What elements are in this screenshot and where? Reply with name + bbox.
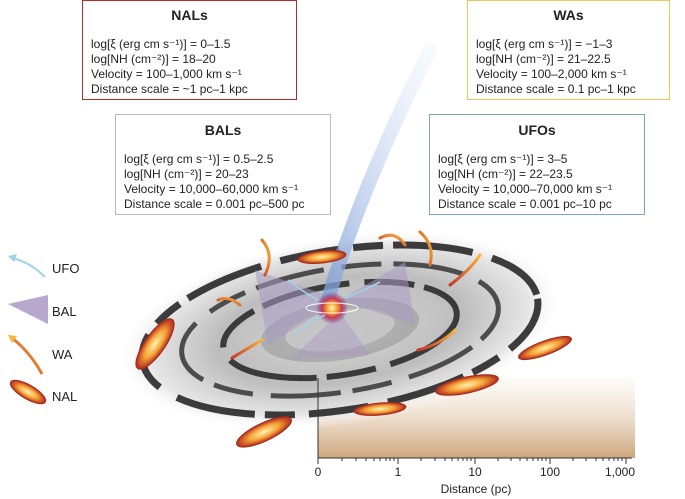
was-column-density: log[NH (cm⁻²)] = 21–22.5 <box>476 52 611 66</box>
axis-tick-label: 10 <box>468 465 482 479</box>
axis-title: Distance (pc) <box>440 482 512 496</box>
bals-distance-scale: Distance scale = 0.001 pc–500 pc <box>124 197 305 211</box>
was-ionization: log[ξ (erg cm s⁻¹)] = −1–3 <box>476 37 613 51</box>
ufos-distance-scale: Distance scale = 0.001 pc–10 pc <box>438 197 612 211</box>
wa-arrows <box>216 230 482 360</box>
bals-velocity: Velocity = 10,000–60,000 km s⁻¹ <box>124 182 299 196</box>
was-velocity: Velocity = 100–2,000 km s⁻¹ <box>476 67 627 81</box>
wa-arrow-icon <box>8 335 44 375</box>
nals-box: NALs log[ξ (erg cm s⁻¹)] = 0–1.5 log[NH … <box>82 0 297 100</box>
bals-ionization: log[ξ (erg cm s⁻¹)] = 0.5–2.5 <box>124 152 274 166</box>
nals-title: NALs <box>171 7 208 23</box>
ufos-velocity: Velocity = 10,000–70,000 km s⁻¹ <box>438 182 613 196</box>
bals-column-density: log[NH (cm⁻²)] = 20–23 <box>124 167 249 181</box>
bals-title: BALs <box>204 122 242 138</box>
bal-wedge-icon <box>8 295 48 324</box>
legend-label-ufo: UFO <box>52 261 80 276</box>
ufos-column-density: log[NH (cm⁻²)] = 22–23.5 <box>438 167 573 181</box>
nal-clouds <box>135 250 572 448</box>
was-box: WAs log[ξ (erg cm s⁻¹)] = −1–3 log[NH (c… <box>467 0 670 100</box>
was-distance-scale: Distance scale = 0.1 pc–1 kpc <box>476 82 636 96</box>
nals-velocity: Velocity = 100–1,000 km s⁻¹ <box>91 67 242 81</box>
bal-wedge-bottom <box>290 312 370 360</box>
jet <box>321 43 437 307</box>
nal-cloud-icon <box>9 379 47 405</box>
ufo-arrow-icon <box>8 254 46 278</box>
nals-column-density: log[NH (cm⁻²)] = 18–20 <box>91 52 216 66</box>
was-title: WAs <box>553 7 584 23</box>
axis-tick-label: 1 <box>394 465 402 479</box>
axis-tick-marks <box>317 458 627 464</box>
ufos-title: UFOs <box>518 122 556 138</box>
legend-label-nal: NAL <box>52 389 78 404</box>
bals-box: BALs log[ξ (erg cm s⁻¹)] = 0.5–2.5 log[N… <box>115 114 331 215</box>
ufo-arrows <box>287 279 381 336</box>
axis-tick-label: 1,000 <box>604 465 636 479</box>
ufos-ionization: log[ξ (erg cm s⁻¹)] = 3–5 <box>438 152 568 166</box>
axis-tick-label: 0 <box>314 465 322 479</box>
agn-core <box>316 292 348 324</box>
bal-wedge-left <box>255 270 340 345</box>
nals-ionization: log[ξ (erg cm s⁻¹)] = 0–1.5 <box>91 37 231 51</box>
ufos-box: UFOs log[ξ (erg cm s⁻¹)] = 3–5 log[NH (c… <box>429 114 645 215</box>
legend-label-bal: BAL <box>52 304 77 319</box>
bal-wedge-right <box>340 262 415 325</box>
nals-distance-scale: Distance scale = ~1 pc–1 kpc <box>91 82 248 96</box>
legend-label-wa: WA <box>52 347 73 362</box>
axis-tick-label: 100 <box>539 465 561 479</box>
